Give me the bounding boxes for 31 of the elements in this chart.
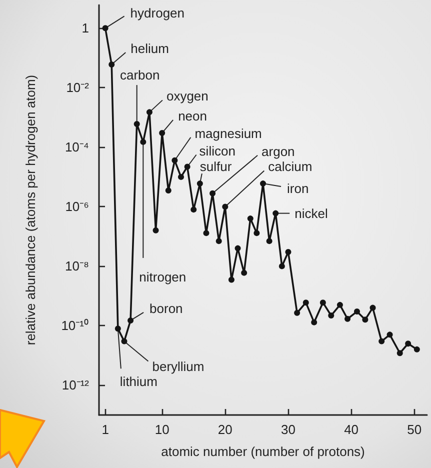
annotation: oxygen — [166, 88, 208, 104]
y-tick-label: 10⁻² — [66, 80, 90, 96]
annotation: carbon — [120, 68, 160, 83]
annotation: calcium — [268, 159, 312, 174]
y-tick-label: 10⁻¹⁰ — [61, 318, 89, 334]
annotation: argon — [262, 144, 295, 159]
annotation: neon — [178, 108, 207, 124]
x-tick-label: 10 — [154, 422, 170, 437]
x-tick-label: 30 — [280, 422, 296, 437]
y-tick-label: 1 — [82, 20, 89, 36]
y-axis-title: relative abundance (atoms per hydrogen atom) — [23, 74, 38, 346]
annotation: nickel — [294, 206, 328, 221]
annotation: lithium — [120, 374, 158, 390]
annotation: sulfur — [200, 159, 232, 174]
x-tick-label: 50 — [407, 422, 422, 437]
y-tick-label: 10⁻⁶ — [65, 199, 89, 214]
y-tick-label: 10⁻¹² — [62, 378, 90, 393]
annotation: magnesium — [194, 126, 262, 141]
y-tick-label: 10⁻⁸ — [65, 258, 89, 274]
annotation: silicon — [199, 143, 236, 158]
x-tick-label: 40 — [344, 422, 359, 437]
x-tick-label: 1 — [102, 422, 109, 437]
annotation: helium — [130, 41, 169, 56]
annotation: nitrogen — [139, 269, 186, 284]
annotation: hydrogen — [130, 6, 185, 21]
annotation: boron — [150, 300, 183, 316]
y-tick-label: 10⁻⁴ — [64, 140, 89, 155]
x-axis-title: atomic number (number of protons) — [161, 444, 365, 459]
annotation: beryllium — [152, 358, 204, 374]
x-tick-label: 20 — [218, 422, 232, 437]
annotation: iron — [287, 181, 309, 196]
